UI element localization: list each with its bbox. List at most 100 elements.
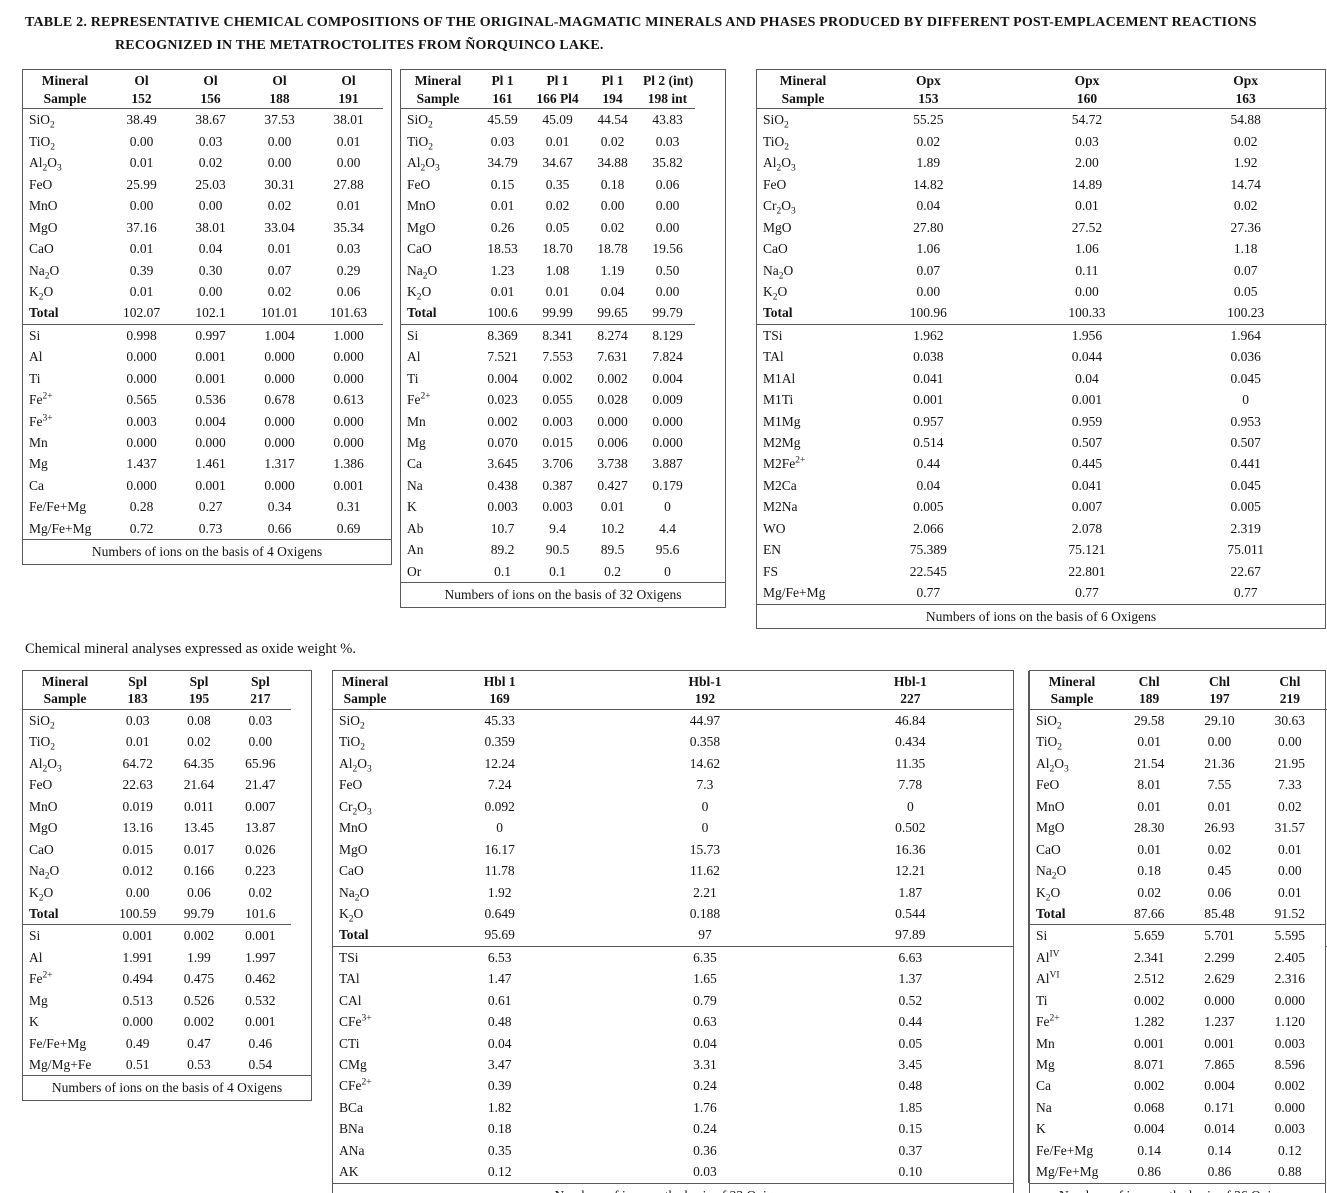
value-cell: 7.3 — [696, 777, 714, 793]
top-table-row: Mineral Sample Ol 152 Ol 156 Ol 188 Ol 191 SiO2 38.… — [22, 69, 1327, 629]
row-label: WO — [763, 520, 786, 536]
value-cell: 0 — [906, 798, 914, 814]
value-cell: 27.80 — [913, 219, 944, 235]
header-row: Mineral Sample Spl 183 Spl 195 Spl 217 — [23, 670, 291, 711]
row-label: Si — [29, 327, 41, 343]
value-cell: 97 — [698, 927, 712, 943]
ol-table: Mineral Sample Ol 152 Ol 156 Ol 188 Ol 191 SiO2 38.… — [22, 69, 392, 565]
value-cell: 0.006 — [597, 435, 628, 450]
value-cell: 8.071 — [1133, 1057, 1165, 1073]
value-cell: 0.000 — [333, 349, 364, 365]
value-cell: 0.001 — [245, 1014, 276, 1030]
value-cell: 45.09 — [542, 112, 573, 128]
column-mineral: Spl — [189, 673, 209, 689]
table-row: Na 0.068 0.171 0.000 — [1030, 1097, 1325, 1118]
row-label: K — [407, 499, 417, 515]
value-cell: 1.85 — [898, 1099, 923, 1115]
header-mineral-label: Mineral — [341, 673, 389, 689]
value-cell: 21.95 — [1274, 755, 1306, 771]
value-cell: 0.10 — [898, 1164, 923, 1180]
bottom-table-row: Mineral Sample Spl 183 Spl 195 Spl 217 SiO2 0.03 0… — [22, 669, 1327, 1193]
table-row: Al2O3 0.01 0.02 0.00 0.00 — [23, 152, 383, 173]
value-cell: 0.03 — [125, 713, 150, 729]
value-cell: 0.00 — [655, 219, 680, 235]
oxides-section: SiO2 45.59 45.09 44.54 43.83 TiO2 0.03 0.01 0.02… — [401, 109, 695, 324]
row-label: SiO2 — [29, 713, 55, 732]
value-cell: 0.001 — [333, 477, 364, 493]
row-label: TiO2 — [339, 734, 366, 753]
value-cell: 0.494 — [122, 971, 153, 987]
table-row: Na2O 1.23 1.08 1.19 0.50 — [401, 260, 695, 281]
table-row: Mg 0.070 0.015 0.006 0.000 — [401, 432, 695, 453]
hbl-table: Mineral Sample Hbl 1 169 Hbl-1 192 Hbl-1 227 SiO… — [332, 669, 1327, 1193]
table-row: Mg 8.071 7.865 8.596 — [1030, 1054, 1325, 1075]
row-label: K2O — [407, 283, 432, 303]
row-label: CaO — [29, 841, 54, 857]
header-mineral-label: Mineral — [1048, 673, 1096, 689]
table-row: TSi 6.53 6.35 6.63 — [333, 946, 1013, 968]
value-cell: 1.23 — [490, 262, 515, 278]
table-row: Al2O3 1.89 2.00 1.92 — [757, 152, 1325, 173]
value-cell: 9.4 — [549, 520, 566, 536]
table-row: MnO 0.019 0.011 0.007 — [23, 796, 291, 817]
table-row: K2O 0.00 0.06 0.02 — [23, 882, 291, 903]
value-cell: 0.39 — [129, 262, 154, 278]
value-cell: 0.36 — [693, 1142, 717, 1158]
value-cell: 8.341 — [542, 327, 573, 343]
value-cell: 33.04 — [264, 219, 295, 235]
value-cell: 1.92 — [487, 884, 512, 900]
value-cell: 0.35 — [487, 1142, 512, 1158]
value-cell: 0.00 — [916, 283, 941, 299]
value-cell: 100.96 — [909, 305, 947, 321]
row-label: Mn — [29, 435, 48, 450]
value-cell: 0.28 — [129, 499, 154, 515]
column-mineral: Chl — [1138, 673, 1160, 689]
table-row: Al 7.521 7.553 7.631 7.824 — [401, 346, 695, 367]
table-row: CaO 0.01 0.04 0.01 0.03 — [23, 238, 383, 259]
value-cell: 35.82 — [652, 155, 683, 171]
value-cell: 2.316 — [1274, 971, 1306, 987]
row-label: K2O — [29, 884, 54, 903]
value-cell: 0.77 — [1233, 585, 1258, 601]
value-cell: 0.045 — [1230, 370, 1261, 386]
row-label: CFe3+ — [339, 1013, 372, 1030]
table-row: SiO2 45.33 44.97 46.84 — [333, 710, 1013, 731]
value-cell: 0.02 — [1233, 133, 1258, 149]
column-header: Hbl 1 169 — [397, 670, 603, 711]
value-cell: 46.84 — [895, 713, 926, 729]
value-cell: 0.526 — [183, 992, 215, 1008]
value-cell: 101.6 — [245, 905, 276, 921]
row-label: MnO — [29, 798, 58, 814]
table-row: Cr2O3 0.092 0 0 — [333, 796, 1013, 817]
value-cell: 0.53 — [187, 1057, 211, 1073]
value-cell: 0.000 — [264, 349, 295, 365]
table-row: Mn 0.002 0.003 0.000 0.000 — [401, 411, 695, 432]
row-label: Mn — [1036, 1035, 1055, 1051]
table-row: BCa 1.82 1.76 1.85 — [333, 1097, 1013, 1118]
row-label: Mg — [29, 992, 48, 1008]
value-cell: 101.01 — [260, 305, 299, 321]
value-cell: 0.00 — [125, 884, 150, 900]
value-cell: 1.47 — [487, 971, 512, 987]
value-cell: 0.01 — [1137, 734, 1161, 750]
row-label: Or — [407, 563, 422, 579]
value-cell: 2.21 — [693, 884, 717, 900]
value-cell: 0.02 — [916, 133, 941, 149]
value-cell: 7.631 — [597, 349, 628, 365]
table-row: Si 8.369 8.341 8.274 8.129 — [401, 324, 695, 346]
value-cell: 34.67 — [542, 155, 573, 171]
value-cell: 0.565 — [126, 392, 157, 408]
value-cell: 0.01 — [1075, 198, 1099, 214]
value-cell: 0.18 — [487, 1121, 512, 1137]
value-cell: 0 — [496, 820, 504, 836]
column-mineral: Opx — [1074, 73, 1100, 89]
value-cell: 0.017 — [183, 841, 215, 857]
column-sample: 160 — [1076, 90, 1098, 106]
column-mineral: Pl 1 — [491, 73, 514, 89]
value-cell: 0.001 — [1071, 392, 1103, 408]
value-cell: 0.06 — [655, 176, 680, 192]
value-cell: 0.000 — [264, 477, 295, 493]
column-mineral: Pl 1 — [546, 73, 569, 89]
row-label: Na2O — [1036, 863, 1067, 882]
